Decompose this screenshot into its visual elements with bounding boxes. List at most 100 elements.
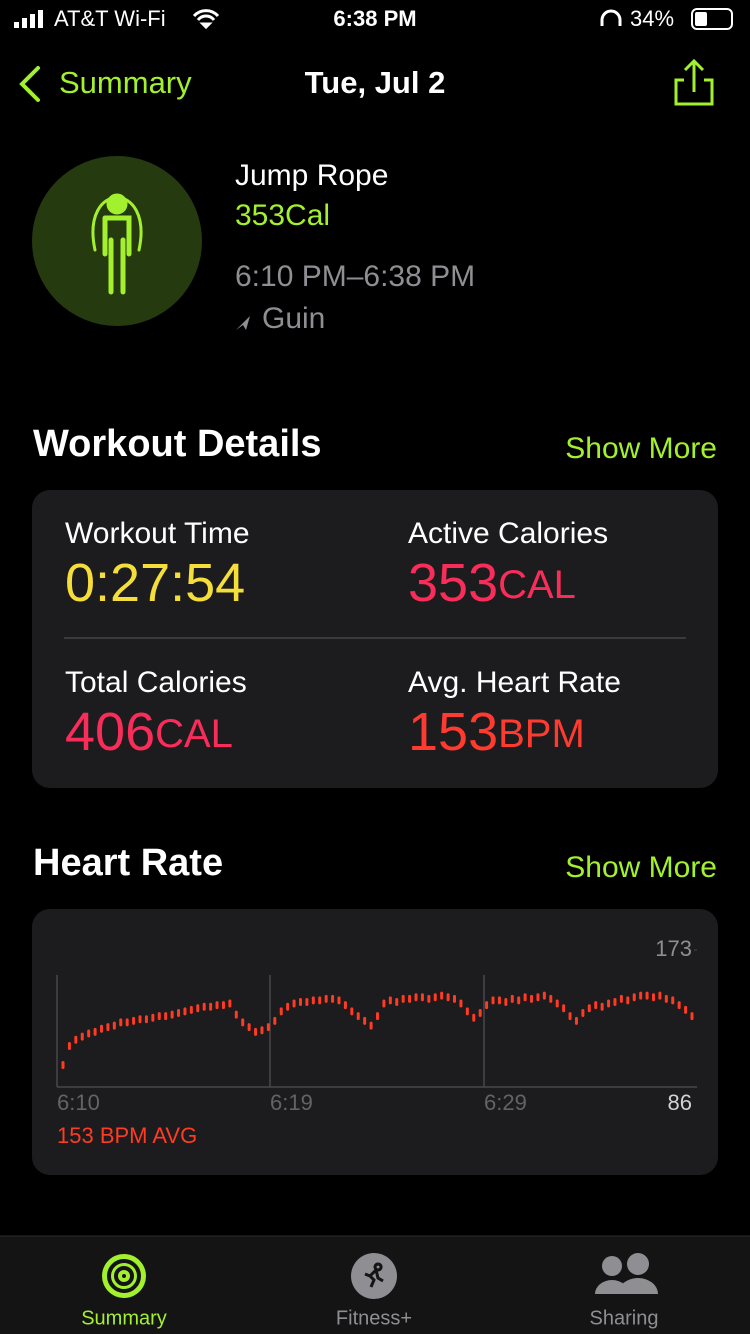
heart-rate-sample [331, 994, 335, 1003]
wifi-icon [192, 9, 220, 30]
heart-rate-sample [613, 997, 617, 1006]
battery-icon [691, 8, 733, 30]
x-tick-label: 6:29 [484, 1090, 527, 1115]
metric-label: Avg. Heart Rate [408, 666, 621, 699]
heart-rate-sample [658, 991, 662, 1000]
heart-rate-sample [530, 994, 534, 1003]
runner-glyph [364, 1262, 384, 1288]
heart-rate-sample [639, 991, 643, 1000]
heart-rate-sample [433, 993, 437, 1002]
metric-label: Workout Time [65, 517, 250, 550]
heart-rate-sample [254, 1027, 258, 1036]
heart-rate-sample [645, 991, 649, 1000]
heart-rate-sample [112, 1021, 116, 1030]
heart-rate-sample [690, 1012, 694, 1021]
heart-rate-sample [106, 1023, 110, 1032]
heart-rate-sample [510, 994, 514, 1003]
headphones-icon [600, 9, 622, 26]
heart-rate-sample [446, 993, 450, 1002]
heart-rate-sample [305, 997, 309, 1006]
fitness-tab-icon[interactable] [351, 1253, 397, 1299]
heart-rate-sample [568, 1012, 572, 1021]
avg-label: 153 BPM AVG [57, 1123, 197, 1148]
battery-percent: 34% [630, 6, 674, 31]
heart-rate-sample [279, 1007, 283, 1016]
heart-rate-sample [87, 1029, 91, 1038]
heart-rate-sample [459, 999, 463, 1008]
back-chevron[interactable] [19, 66, 40, 102]
metric-value: 153BPM [408, 702, 585, 762]
metric-number: 153 [408, 702, 498, 762]
heart-rate-sample [382, 999, 386, 1008]
x-tick-label: 6:10 [57, 1090, 100, 1115]
heart-rate-sample [157, 1012, 161, 1021]
metric-value: 406CAL [65, 702, 233, 762]
sharing-tab-icon[interactable] [595, 1253, 658, 1294]
heart-rate-sample [221, 1001, 225, 1010]
heart-rate-sample [388, 996, 392, 1005]
heart-rate-sample [684, 1005, 688, 1014]
heart-rate-sample [93, 1027, 97, 1036]
heart-rate-sample [273, 1016, 277, 1025]
heart-rate-sample [408, 994, 412, 1003]
metric-number: 353 [408, 553, 498, 613]
show-more[interactable]: Show More [565, 851, 717, 884]
heart-rate-sample [542, 991, 546, 1000]
heart-rate-sample [324, 994, 328, 1003]
heart-rate-sample [574, 1016, 578, 1025]
heart-rate-sample [395, 997, 399, 1006]
heart-rate-sample [286, 1002, 290, 1011]
heart-rate-sample [356, 1012, 360, 1021]
metric-unit: CAL [155, 712, 233, 756]
heart-rate-sample [164, 1012, 168, 1021]
heart-rate-sample [632, 993, 636, 1002]
heart-rate-sample [100, 1024, 104, 1033]
heart-rate-sample [337, 996, 341, 1005]
section-title: Workout Details [33, 423, 322, 465]
workout-calories: 353Cal [235, 199, 330, 232]
show-more[interactable]: Show More [565, 432, 717, 465]
heart-rate-sample [478, 1008, 482, 1017]
summary-tab-icon[interactable] [102, 1254, 146, 1298]
heart-rate-sample [369, 1021, 373, 1030]
metric-value: 353CAL [408, 553, 576, 613]
heart-rate-sample [549, 994, 553, 1003]
heart-rate-sample [144, 1015, 148, 1024]
heart-rate-sample [607, 999, 611, 1008]
y-tick-label: 173 [655, 936, 692, 961]
heart-rate-sample [465, 1007, 469, 1016]
heart-rate-sample [472, 1013, 476, 1022]
heart-rate-sample [581, 1008, 585, 1017]
metric-unit: BPM [498, 712, 585, 756]
heart-rate-sample [61, 1060, 65, 1069]
heart-rate-sample [196, 1004, 200, 1013]
back-button[interactable]: Summary [59, 65, 192, 100]
heart-rate-sample [420, 993, 424, 1002]
heart-rate-sample [626, 996, 630, 1005]
heart-rate-sample [138, 1015, 142, 1024]
heart-rate-sample [414, 993, 418, 1002]
heart-rate-sample [266, 1023, 270, 1032]
heart-rate-sample [600, 1002, 604, 1011]
heart-rate-sample [427, 994, 431, 1003]
heart-rate-sample [517, 996, 521, 1005]
workout-time-range: 6:10 PM–6:38 PM [235, 260, 475, 293]
heart-rate-sample [587, 1004, 591, 1013]
signal-icon [14, 10, 43, 28]
heart-rate-sample [363, 1016, 367, 1025]
carrier: AT&T Wi-Fi [54, 6, 166, 31]
tab-label[interactable]: Sharing [590, 1307, 659, 1329]
heart-rate-sample [67, 1042, 71, 1051]
heart-rate-sample [318, 996, 322, 1005]
heart-rate-sample [74, 1035, 78, 1044]
heart-rate-sample [311, 996, 315, 1005]
heart-rate-sample [125, 1018, 129, 1027]
tab-label[interactable]: Fitness+ [336, 1307, 412, 1329]
heart-rate-sample [260, 1026, 264, 1035]
heart-rate-sample [119, 1018, 123, 1027]
share-button[interactable] [674, 58, 714, 106]
heart-rate-sample [350, 1007, 354, 1016]
tab-label[interactable]: Summary [81, 1307, 167, 1329]
